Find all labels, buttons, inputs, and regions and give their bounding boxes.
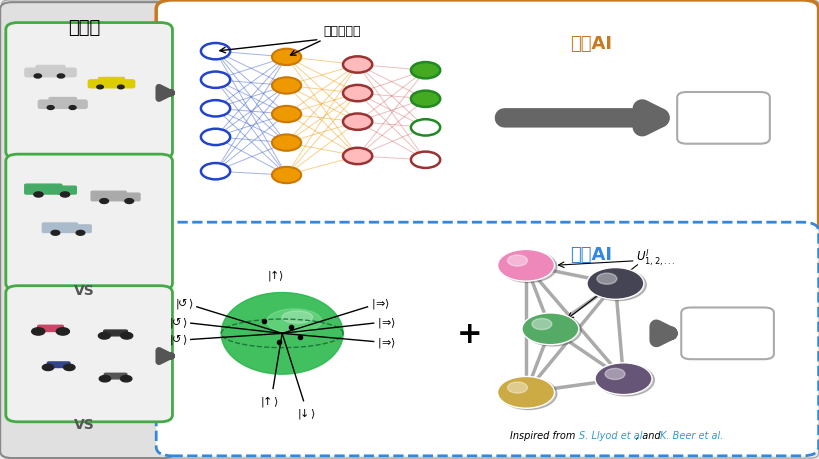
Text: $|\!\!\uparrow\!\rangle$: $|\!\!\uparrow\!\rangle$ — [267, 268, 284, 283]
Circle shape — [595, 363, 651, 395]
Circle shape — [272, 135, 301, 151]
Circle shape — [201, 164, 230, 180]
FancyBboxPatch shape — [156, 223, 817, 456]
Circle shape — [507, 255, 527, 267]
Circle shape — [201, 44, 230, 60]
Text: VS: VS — [75, 284, 95, 297]
Circle shape — [589, 269, 645, 301]
FancyBboxPatch shape — [156, 1, 817, 234]
Circle shape — [69, 106, 76, 110]
Circle shape — [76, 231, 84, 236]
Circle shape — [34, 192, 43, 198]
Text: $U^l_{1,2,...}$: $U^l_{1,2,...}$ — [635, 246, 675, 267]
Circle shape — [97, 86, 103, 90]
Circle shape — [523, 314, 581, 346]
FancyBboxPatch shape — [43, 224, 78, 233]
FancyBboxPatch shape — [122, 194, 140, 201]
Circle shape — [342, 57, 372, 73]
FancyBboxPatch shape — [38, 101, 87, 109]
FancyBboxPatch shape — [57, 187, 76, 195]
Text: Inspired from: Inspired from — [509, 430, 577, 440]
Circle shape — [57, 75, 65, 79]
FancyBboxPatch shape — [98, 78, 124, 84]
FancyBboxPatch shape — [25, 69, 76, 78]
Circle shape — [64, 364, 75, 371]
Circle shape — [51, 231, 60, 236]
Text: $|\!\!\circlearrowleft\rangle$: $|\!\!\circlearrowleft\rangle$ — [169, 333, 188, 347]
Circle shape — [272, 168, 301, 184]
Text: $|\!\!\downarrow\rangle$: $|\!\!\downarrow\rangle$ — [296, 405, 316, 420]
Circle shape — [532, 319, 551, 330]
Circle shape — [500, 251, 556, 283]
FancyBboxPatch shape — [88, 81, 134, 89]
Circle shape — [342, 148, 372, 165]
Circle shape — [272, 78, 301, 95]
FancyBboxPatch shape — [91, 192, 126, 201]
Circle shape — [410, 91, 440, 108]
Circle shape — [120, 376, 132, 382]
Circle shape — [43, 364, 54, 371]
Circle shape — [410, 63, 440, 79]
FancyBboxPatch shape — [38, 325, 63, 332]
Text: , and: , and — [635, 430, 663, 440]
Circle shape — [100, 199, 108, 204]
Text: $|\!\Rightarrow\!\rangle$: $|\!\Rightarrow\!\rangle$ — [376, 315, 396, 329]
Circle shape — [342, 114, 372, 130]
FancyBboxPatch shape — [25, 185, 61, 195]
Circle shape — [497, 377, 554, 409]
Text: 古典AI: 古典AI — [569, 35, 611, 53]
Circle shape — [410, 120, 440, 136]
Circle shape — [500, 378, 556, 410]
Circle shape — [34, 75, 42, 79]
Circle shape — [201, 73, 230, 89]
Circle shape — [604, 369, 624, 380]
FancyBboxPatch shape — [48, 362, 70, 368]
Circle shape — [124, 199, 133, 204]
Circle shape — [586, 268, 643, 300]
Circle shape — [32, 328, 45, 336]
Text: データ: データ — [69, 19, 101, 37]
Circle shape — [201, 129, 230, 146]
Text: ニューロン: ニューロン — [290, 25, 360, 56]
FancyBboxPatch shape — [6, 286, 172, 422]
Circle shape — [507, 382, 527, 393]
Ellipse shape — [221, 293, 342, 375]
Circle shape — [201, 101, 230, 117]
FancyBboxPatch shape — [676, 93, 769, 145]
Text: $|\!\!\uparrow\rangle$: $|\!\!\uparrow\rangle$ — [260, 393, 279, 408]
Circle shape — [61, 192, 70, 198]
Ellipse shape — [282, 311, 312, 324]
Text: 結果: 結果 — [717, 325, 736, 342]
FancyBboxPatch shape — [681, 308, 773, 359]
Circle shape — [522, 313, 578, 345]
Circle shape — [99, 376, 111, 382]
Text: K. Beer et al.: K. Beer et al. — [659, 430, 722, 440]
Circle shape — [596, 274, 616, 285]
FancyBboxPatch shape — [104, 330, 127, 336]
Text: VS: VS — [75, 417, 95, 431]
FancyBboxPatch shape — [6, 155, 172, 291]
FancyBboxPatch shape — [104, 374, 127, 379]
Circle shape — [272, 106, 301, 123]
Circle shape — [120, 333, 133, 339]
Ellipse shape — [267, 309, 321, 334]
Circle shape — [410, 152, 440, 168]
Text: 結果: 結果 — [713, 110, 733, 128]
Circle shape — [272, 50, 301, 66]
Text: $|\!\Rightarrow\!\rangle$: $|\!\Rightarrow\!\rangle$ — [376, 335, 396, 349]
FancyBboxPatch shape — [0, 3, 174, 458]
Circle shape — [48, 106, 54, 110]
FancyBboxPatch shape — [36, 66, 65, 72]
FancyBboxPatch shape — [6, 23, 172, 159]
Text: S. Llyod et al.: S. Llyod et al. — [578, 430, 645, 440]
Text: 量子AI: 量子AI — [569, 246, 611, 263]
Circle shape — [597, 364, 654, 396]
Circle shape — [98, 333, 111, 339]
Circle shape — [117, 86, 124, 90]
FancyBboxPatch shape — [49, 98, 76, 104]
Text: $|\!\Rightarrow\!\rangle$: $|\!\Rightarrow\!\rangle$ — [370, 296, 389, 310]
Circle shape — [342, 86, 372, 102]
FancyBboxPatch shape — [73, 225, 91, 233]
Circle shape — [497, 250, 554, 281]
